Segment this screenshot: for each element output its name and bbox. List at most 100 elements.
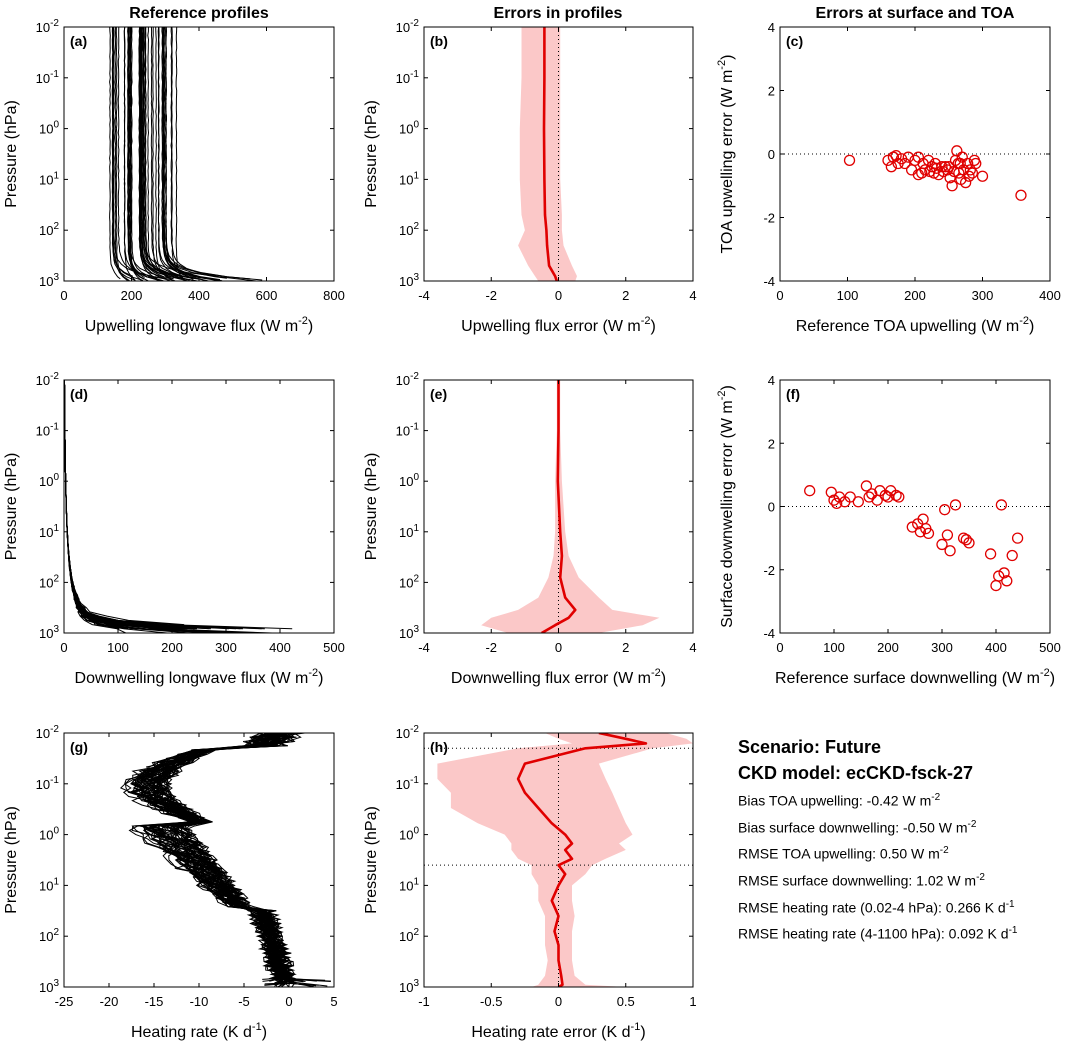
profile-line (162, 27, 213, 281)
data-point (1006, 549, 1018, 562)
y-tick-label: 100 (39, 826, 59, 843)
statistics-list: Bias TOA upwelling: -0.42 W m-2 Bias surf… (738, 786, 1078, 946)
y-axis-label: Pressure (hPa) (363, 806, 380, 914)
data-point (954, 157, 966, 170)
data-point (970, 157, 982, 170)
x-axis-label: Upwelling flux error (W m-2) (461, 315, 656, 335)
y-axis-label: Pressure (hPa) (3, 100, 20, 208)
y-tick-label: 10-1 (36, 69, 60, 86)
y-axis-label: Pressure (hPa) (363, 453, 380, 561)
profile-line (149, 733, 311, 986)
y-tick-label: 10-1 (396, 422, 420, 439)
y-tick-label: 101 (399, 523, 419, 540)
y-tick-label: 10-2 (396, 371, 420, 388)
x-tick-label: 300 (931, 640, 953, 655)
profile-line (64, 380, 160, 626)
profile-line (64, 380, 256, 633)
profile-line (64, 380, 229, 630)
statistic-line: Bias TOA upwelling: -0.42 W m-2 (738, 792, 941, 809)
x-tick-label: 0 (555, 288, 562, 303)
panel-f: 0 100 200 300 400 500 -4 -2 0 2 4 (f) Reference surf… (716, 373, 1061, 687)
y-tick-label: 10-2 (396, 724, 420, 741)
data-point (941, 529, 954, 541)
profile-line (109, 27, 121, 280)
profile-line (170, 27, 264, 281)
profile-line (117, 27, 166, 280)
x-axis-label: Reference surface downwelling (W m-2) (775, 667, 1055, 687)
profile-line (64, 380, 179, 630)
profile-line (171, 27, 194, 280)
panel-a: 0 200 400 600 800 10-2 10-1 100 101 102 103 (a) Upwe… (3, 18, 345, 335)
x-tick-label: 0 (60, 640, 67, 655)
data-point (914, 526, 927, 538)
panel-letter: (c) (786, 33, 803, 49)
profile-line (161, 27, 251, 280)
profile-line (64, 380, 251, 633)
column-title: Errors in profiles (494, 5, 623, 22)
x-tick-label: -4 (418, 288, 430, 303)
data-point (882, 154, 894, 167)
x-tick-label: 300 (972, 288, 994, 303)
panel-g: -25 -20 -15 -10 -5 0 5 10-2 10-1 100 101 102 103 (g) H… (3, 724, 338, 1041)
error-spread-band (481, 380, 660, 633)
y-tick-label: 101 (399, 876, 419, 893)
profile-line (163, 27, 227, 279)
y-tick-label: 0 (768, 500, 775, 515)
y-tick-label: 102 (39, 927, 59, 944)
profile-line (142, 27, 217, 277)
panel-letter: (b) (430, 33, 448, 49)
plot-area (109, 27, 264, 281)
profile-line (141, 27, 173, 281)
profile-line (64, 380, 184, 630)
y-tick-label: 103 (399, 978, 419, 995)
profile-line (164, 27, 217, 281)
profile-line (138, 27, 176, 281)
profile-line (130, 27, 164, 281)
data-point (949, 499, 962, 511)
y-tick-label: 103 (39, 272, 59, 289)
mean-error-line (541, 380, 577, 633)
x-tick-label: -2 (485, 640, 497, 655)
profile-line (64, 380, 232, 633)
x-tick-label: 5 (330, 994, 337, 1009)
panel-letter: (a) (70, 33, 87, 49)
plot-area (518, 27, 577, 281)
plot-area (64, 380, 293, 633)
profile-line (64, 380, 178, 630)
statistic-line: RMSE surface downwelling: 1.02 W m-2 (738, 871, 985, 889)
profile-line (64, 380, 191, 633)
profile-line (64, 380, 196, 630)
x-tick-label: 500 (323, 640, 345, 655)
x-tick-label: 0 (60, 288, 67, 303)
x-tick-label: 0 (776, 640, 783, 655)
data-point (976, 170, 989, 182)
plot-area (119, 733, 332, 987)
y-tick-label: 4 (768, 20, 775, 35)
x-tick-label: 100 (823, 640, 845, 655)
profile-line (64, 380, 163, 630)
x-tick-label: 2 (622, 288, 629, 303)
data-point (929, 157, 941, 170)
panel-letter: (f) (786, 386, 800, 402)
y-axis-label: Surface downwelling error (W m-2) (716, 385, 736, 628)
profile-line (64, 380, 180, 626)
column-title: Reference profiles (129, 5, 269, 22)
data-point (962, 157, 974, 170)
profile-line (64, 380, 273, 633)
profile-line (64, 380, 158, 630)
profile-line (139, 27, 190, 278)
panel-letter: (e) (430, 386, 447, 402)
x-axis-label: Reference TOA upwelling (W m-2) (796, 315, 1035, 335)
data-point (930, 162, 943, 174)
profile-line (112, 27, 157, 278)
profile-line (64, 380, 241, 630)
data-point (899, 157, 911, 170)
y-tick-label: 0 (768, 147, 775, 162)
column-title: Errors at surface and TOA (816, 5, 1015, 22)
x-tick-label: 0 (555, 640, 562, 655)
x-tick-label: 400 (985, 640, 1007, 655)
profile-line (157, 27, 218, 281)
profile-line (114, 27, 130, 281)
y-tick-label: 10-1 (396, 775, 420, 792)
